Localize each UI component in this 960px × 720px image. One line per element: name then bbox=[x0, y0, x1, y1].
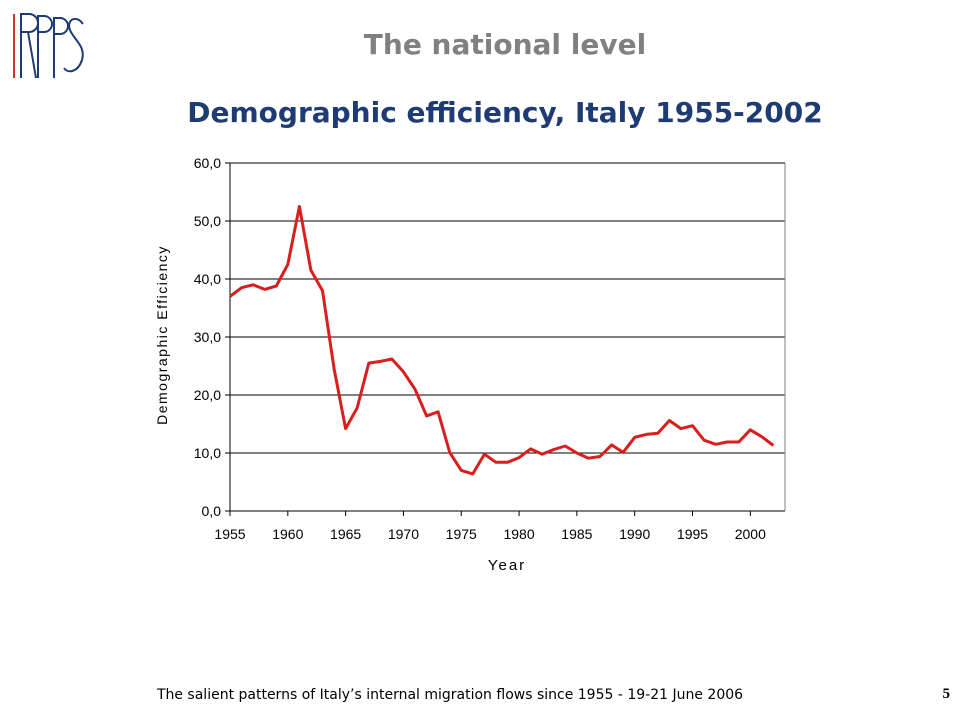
y-tick-label: 0,0 bbox=[202, 503, 222, 519]
x-tick-label: 1985 bbox=[561, 526, 592, 542]
x-axis-ticks: 1955 1960 1965 1970 1975 1980 1985 1990 1995 2000 bbox=[214, 511, 766, 542]
y-tick-label: 60,0 bbox=[194, 155, 221, 171]
x-tick-label: 1955 bbox=[214, 526, 245, 542]
y-axis-label: Demographic Efficiency bbox=[154, 245, 170, 425]
y-tick-label: 30,0 bbox=[194, 329, 221, 345]
x-tick-label: 1975 bbox=[446, 526, 477, 542]
x-tick-label: 1965 bbox=[330, 526, 361, 542]
y-tick-label: 50,0 bbox=[194, 213, 221, 229]
y-tick-label: 40,0 bbox=[194, 271, 221, 287]
chart-gridlines bbox=[230, 162, 785, 512]
x-axis-label: Year bbox=[488, 557, 526, 574]
series-line bbox=[229, 205, 775, 476]
x-tick-label: 1970 bbox=[388, 526, 419, 542]
y-axis-ticks: 0,0 10,0 20,0 30,0 40,0 50,0 60,0 bbox=[194, 155, 230, 519]
y-tick-label: 10,0 bbox=[194, 445, 221, 461]
x-tick-label: 1990 bbox=[619, 526, 650, 542]
chart-series bbox=[229, 205, 775, 476]
x-tick-label: 1995 bbox=[677, 526, 708, 542]
line-chart: 0,0 10,0 20,0 30,0 40,0 50,0 60,0 1955 1960 1965… bbox=[154, 155, 786, 574]
page-number: 5 bbox=[942, 686, 951, 702]
x-tick-label: 2000 bbox=[735, 526, 766, 542]
footer-text: The salient patterns of Italy’s internal… bbox=[156, 687, 744, 703]
x-tick-label: 1960 bbox=[272, 526, 303, 542]
page-title: The national level bbox=[363, 28, 647, 61]
y-tick-label: 20,0 bbox=[194, 387, 221, 403]
x-tick-label: 1980 bbox=[503, 526, 534, 542]
chart-subtitle: Demographic efficiency, Italy 1955-2002 bbox=[187, 96, 823, 129]
irpps-logo-icon bbox=[13, 13, 84, 79]
